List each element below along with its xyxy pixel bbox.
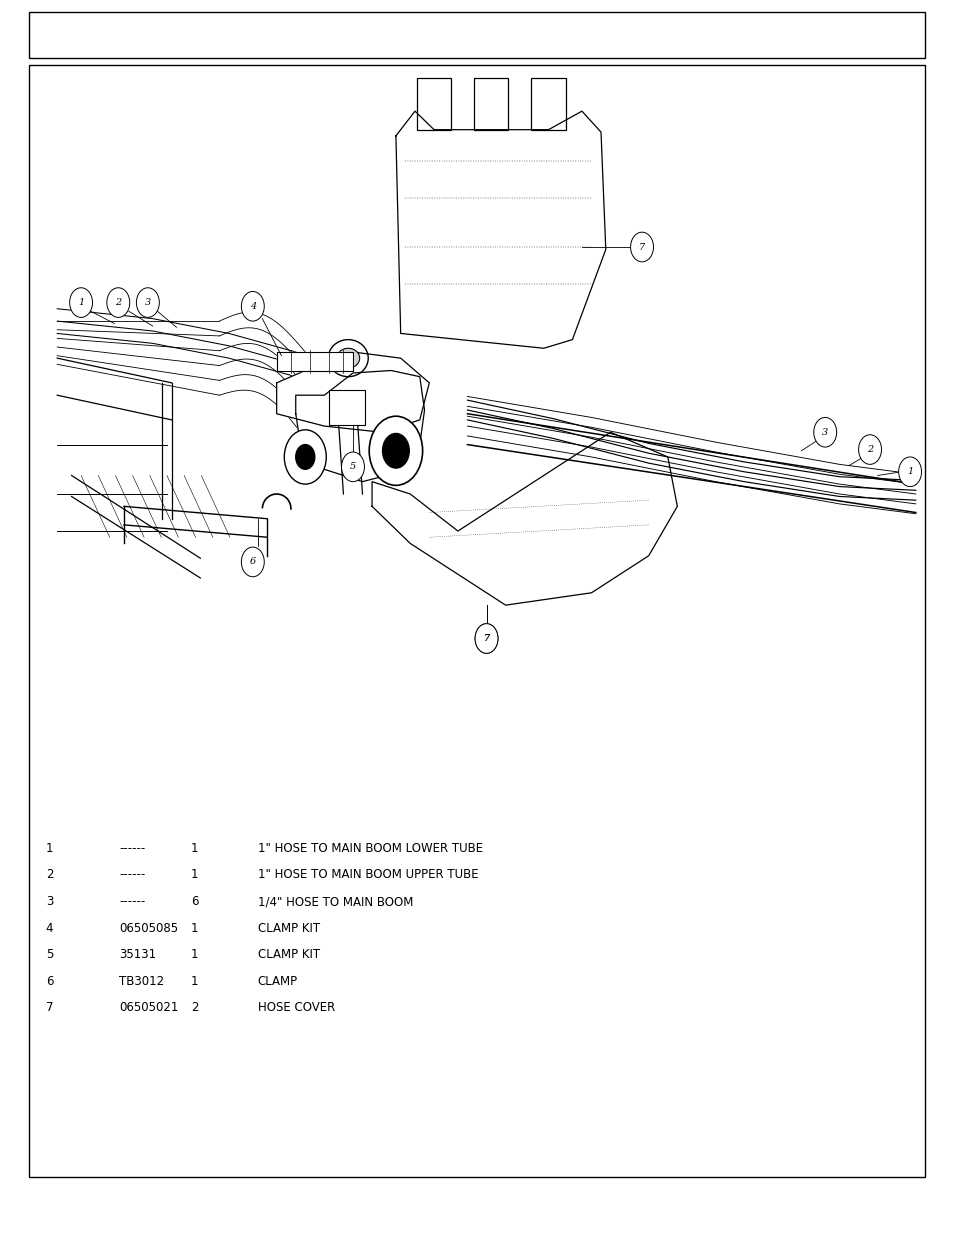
Polygon shape <box>372 432 677 605</box>
Text: 1: 1 <box>191 921 198 935</box>
Text: 1: 1 <box>191 842 198 855</box>
Circle shape <box>241 547 264 577</box>
Circle shape <box>382 433 409 468</box>
Circle shape <box>630 232 653 262</box>
Text: 2: 2 <box>115 298 121 308</box>
Text: 2: 2 <box>866 445 872 454</box>
Text: ------: ------ <box>119 895 146 908</box>
Text: 7: 7 <box>483 634 489 643</box>
Text: 06505085: 06505085 <box>119 921 178 935</box>
Text: 1" HOSE TO MAIN BOOM UPPER TUBE: 1" HOSE TO MAIN BOOM UPPER TUBE <box>257 868 477 882</box>
Text: 1: 1 <box>78 298 84 308</box>
Text: ------: ------ <box>119 842 146 855</box>
Circle shape <box>70 288 92 317</box>
Text: 3: 3 <box>46 895 53 908</box>
Text: 1: 1 <box>906 467 912 477</box>
Text: 06505021: 06505021 <box>119 1002 178 1014</box>
Text: 6: 6 <box>46 974 53 988</box>
Text: CLAMP KIT: CLAMP KIT <box>257 921 319 935</box>
Bar <box>29 12 924 58</box>
Bar <box>416 78 451 130</box>
Text: CLAMP KIT: CLAMP KIT <box>257 948 319 961</box>
Text: TB3012: TB3012 <box>119 974 164 988</box>
Circle shape <box>475 624 497 653</box>
Circle shape <box>369 416 422 485</box>
Text: 1: 1 <box>191 974 198 988</box>
Text: 6: 6 <box>250 557 255 567</box>
Text: 3: 3 <box>821 427 827 437</box>
Circle shape <box>341 452 364 482</box>
Polygon shape <box>295 370 424 482</box>
Text: 1" HOSE TO MAIN BOOM LOWER TUBE: 1" HOSE TO MAIN BOOM LOWER TUBE <box>257 842 482 855</box>
Text: 7: 7 <box>483 634 489 643</box>
Polygon shape <box>395 111 605 348</box>
Text: 5: 5 <box>350 462 355 472</box>
Text: 3: 3 <box>145 298 151 308</box>
Text: 6: 6 <box>191 895 198 908</box>
Bar <box>474 78 508 130</box>
Text: 4: 4 <box>250 301 255 311</box>
Text: 5: 5 <box>46 948 53 961</box>
Text: HOSE COVER: HOSE COVER <box>257 1002 335 1014</box>
Circle shape <box>136 288 159 317</box>
Circle shape <box>813 417 836 447</box>
Bar <box>329 390 365 425</box>
Ellipse shape <box>328 340 368 377</box>
Circle shape <box>475 624 497 653</box>
Text: CLAMP: CLAMP <box>257 974 297 988</box>
Text: 1/4" HOSE TO MAIN BOOM: 1/4" HOSE TO MAIN BOOM <box>257 895 413 908</box>
Circle shape <box>284 430 326 484</box>
Circle shape <box>858 435 881 464</box>
Text: 1: 1 <box>46 842 53 855</box>
Circle shape <box>241 291 264 321</box>
Text: 2: 2 <box>191 1002 198 1014</box>
Circle shape <box>295 445 314 469</box>
Polygon shape <box>276 352 429 432</box>
Text: 2: 2 <box>46 868 53 882</box>
Circle shape <box>898 457 921 487</box>
Text: 35131: 35131 <box>119 948 156 961</box>
Bar <box>531 78 565 130</box>
Polygon shape <box>276 352 353 370</box>
Text: 7: 7 <box>639 242 644 252</box>
Text: 4: 4 <box>46 921 53 935</box>
Text: 1: 1 <box>191 868 198 882</box>
Ellipse shape <box>336 348 359 368</box>
Circle shape <box>107 288 130 317</box>
Text: 1: 1 <box>191 948 198 961</box>
Text: 7: 7 <box>46 1002 53 1014</box>
Text: ------: ------ <box>119 868 146 882</box>
